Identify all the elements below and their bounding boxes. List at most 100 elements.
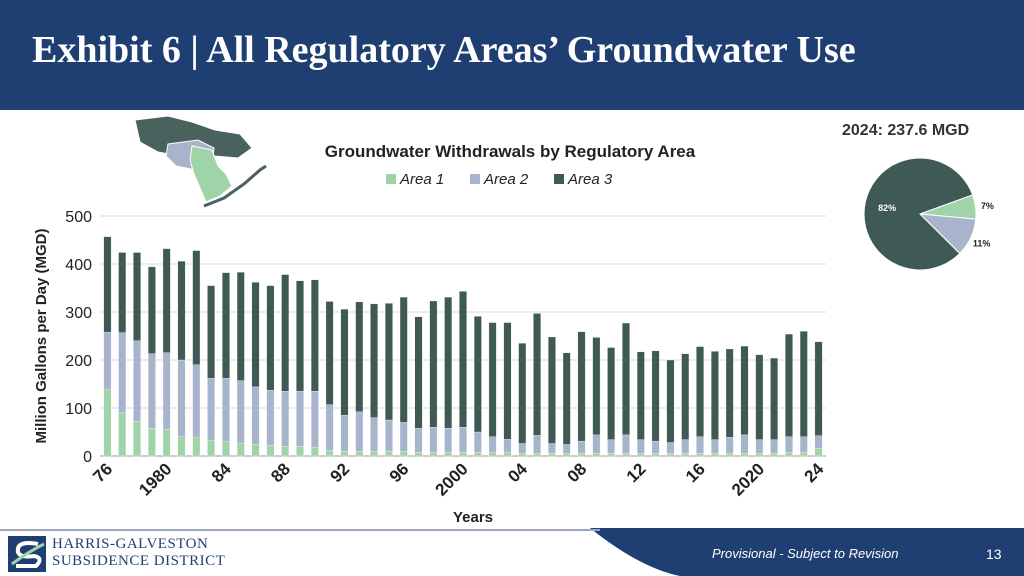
bar-segment (192, 437, 201, 457)
bar-segment (636, 452, 645, 457)
bar-segment (325, 301, 334, 405)
bar-segment (592, 434, 601, 454)
map-harris-county (134, 115, 253, 161)
bar-segment (310, 279, 319, 392)
bar-segment (636, 439, 645, 454)
bar-segment (488, 436, 497, 453)
bar-segment (696, 452, 704, 457)
bar-segment (385, 451, 393, 457)
bar-segment (236, 272, 245, 381)
org-name-line1: HARRIS-GALVESTON (52, 536, 209, 552)
bar-segment (266, 390, 275, 446)
bar-segment (503, 439, 512, 453)
bar-segment (340, 451, 349, 457)
bar-segment (429, 427, 438, 453)
bar-segment (711, 439, 719, 454)
bar-segment (459, 427, 467, 453)
bar-segment (651, 350, 660, 442)
bar-segment (370, 417, 378, 452)
bar-segment (799, 331, 808, 437)
title-banner: Exhibit 6 | All Regulatory Areas’ Ground… (0, 0, 1024, 110)
y-axis-label: Million Gallons per Day (MGD) (33, 228, 50, 443)
bar-segment (355, 301, 364, 412)
bar-segment (533, 435, 541, 454)
bar-segment (740, 452, 749, 457)
bar-segment (281, 274, 290, 392)
bar-segment (770, 452, 778, 457)
bar-segment (533, 313, 541, 436)
bar-segment (503, 322, 512, 440)
bar-segment (696, 436, 704, 454)
bar-segment (622, 322, 630, 436)
bar-segment (607, 452, 616, 457)
bar-segment (785, 333, 793, 437)
bar-segment (118, 332, 127, 413)
bar-segment (488, 322, 497, 437)
bar-segment (148, 266, 156, 354)
bar-segment (444, 452, 453, 457)
y-tick-label: 400 (65, 257, 92, 274)
bar-segment (251, 282, 260, 388)
bar-segment (518, 343, 527, 444)
bar-segment (577, 452, 586, 457)
bar-segment (799, 436, 808, 453)
bar-segment (103, 236, 112, 333)
bar-segment (370, 451, 378, 457)
map-area-1 (189, 145, 233, 203)
x-tick-label: 76 (89, 459, 116, 486)
bar-segment (266, 285, 275, 391)
bar-segment (444, 296, 453, 429)
x-tick-label: 88 (267, 459, 294, 486)
bar-segment (681, 353, 690, 440)
bar-segment (725, 452, 734, 457)
bar-segment (236, 442, 245, 457)
bar-segment (399, 451, 408, 457)
bar-segment (799, 452, 808, 457)
bar-segment (414, 428, 423, 453)
bar-segment (266, 445, 275, 457)
org-name-line2: SUBSIDENCE DISTRICT (52, 553, 226, 569)
bar-segment (814, 341, 823, 436)
bar-segment (533, 452, 541, 457)
pie-slice (863, 157, 974, 270)
bar-segment (666, 359, 675, 443)
y-tick-label: 300 (65, 305, 92, 322)
pie-chart-title: 2024: 237.6 MGD (842, 122, 970, 139)
bar-segment (414, 316, 423, 429)
bar-segment (296, 391, 304, 447)
bar-segment (473, 431, 482, 453)
bar-segment (562, 452, 571, 457)
bar-segment (725, 437, 734, 454)
bar-segment (133, 340, 141, 422)
bar-segment (177, 436, 186, 457)
bar-segment (681, 439, 690, 454)
bar-segment (340, 308, 349, 416)
bar-segment (385, 303, 393, 421)
bar-segment (222, 378, 230, 442)
bar-segment (414, 452, 423, 457)
bar-segment (148, 428, 156, 457)
regulatory-area-map (134, 115, 267, 208)
bar-segment (133, 421, 141, 457)
legend-swatch (554, 174, 564, 184)
bar-segment (814, 435, 823, 449)
bar-segment (103, 332, 112, 390)
bar-segment (711, 351, 719, 440)
bar-segment (636, 351, 645, 440)
bar-segment (310, 447, 319, 457)
page-number: 13 (986, 546, 1002, 562)
x-tick-label: 16 (682, 459, 709, 486)
bar-segment (459, 291, 467, 428)
bar-segment (118, 252, 127, 333)
bar-segment (207, 378, 215, 441)
bar-segment (681, 452, 690, 457)
bar-segment (577, 331, 586, 442)
bar-segment (325, 450, 334, 457)
bar-segment (666, 452, 675, 457)
bar-segment (548, 452, 556, 457)
district-logo (8, 536, 46, 572)
bar-segment (622, 434, 630, 454)
bar-segment (251, 386, 260, 445)
bar-segment (770, 439, 778, 454)
bar-segment (770, 357, 778, 440)
